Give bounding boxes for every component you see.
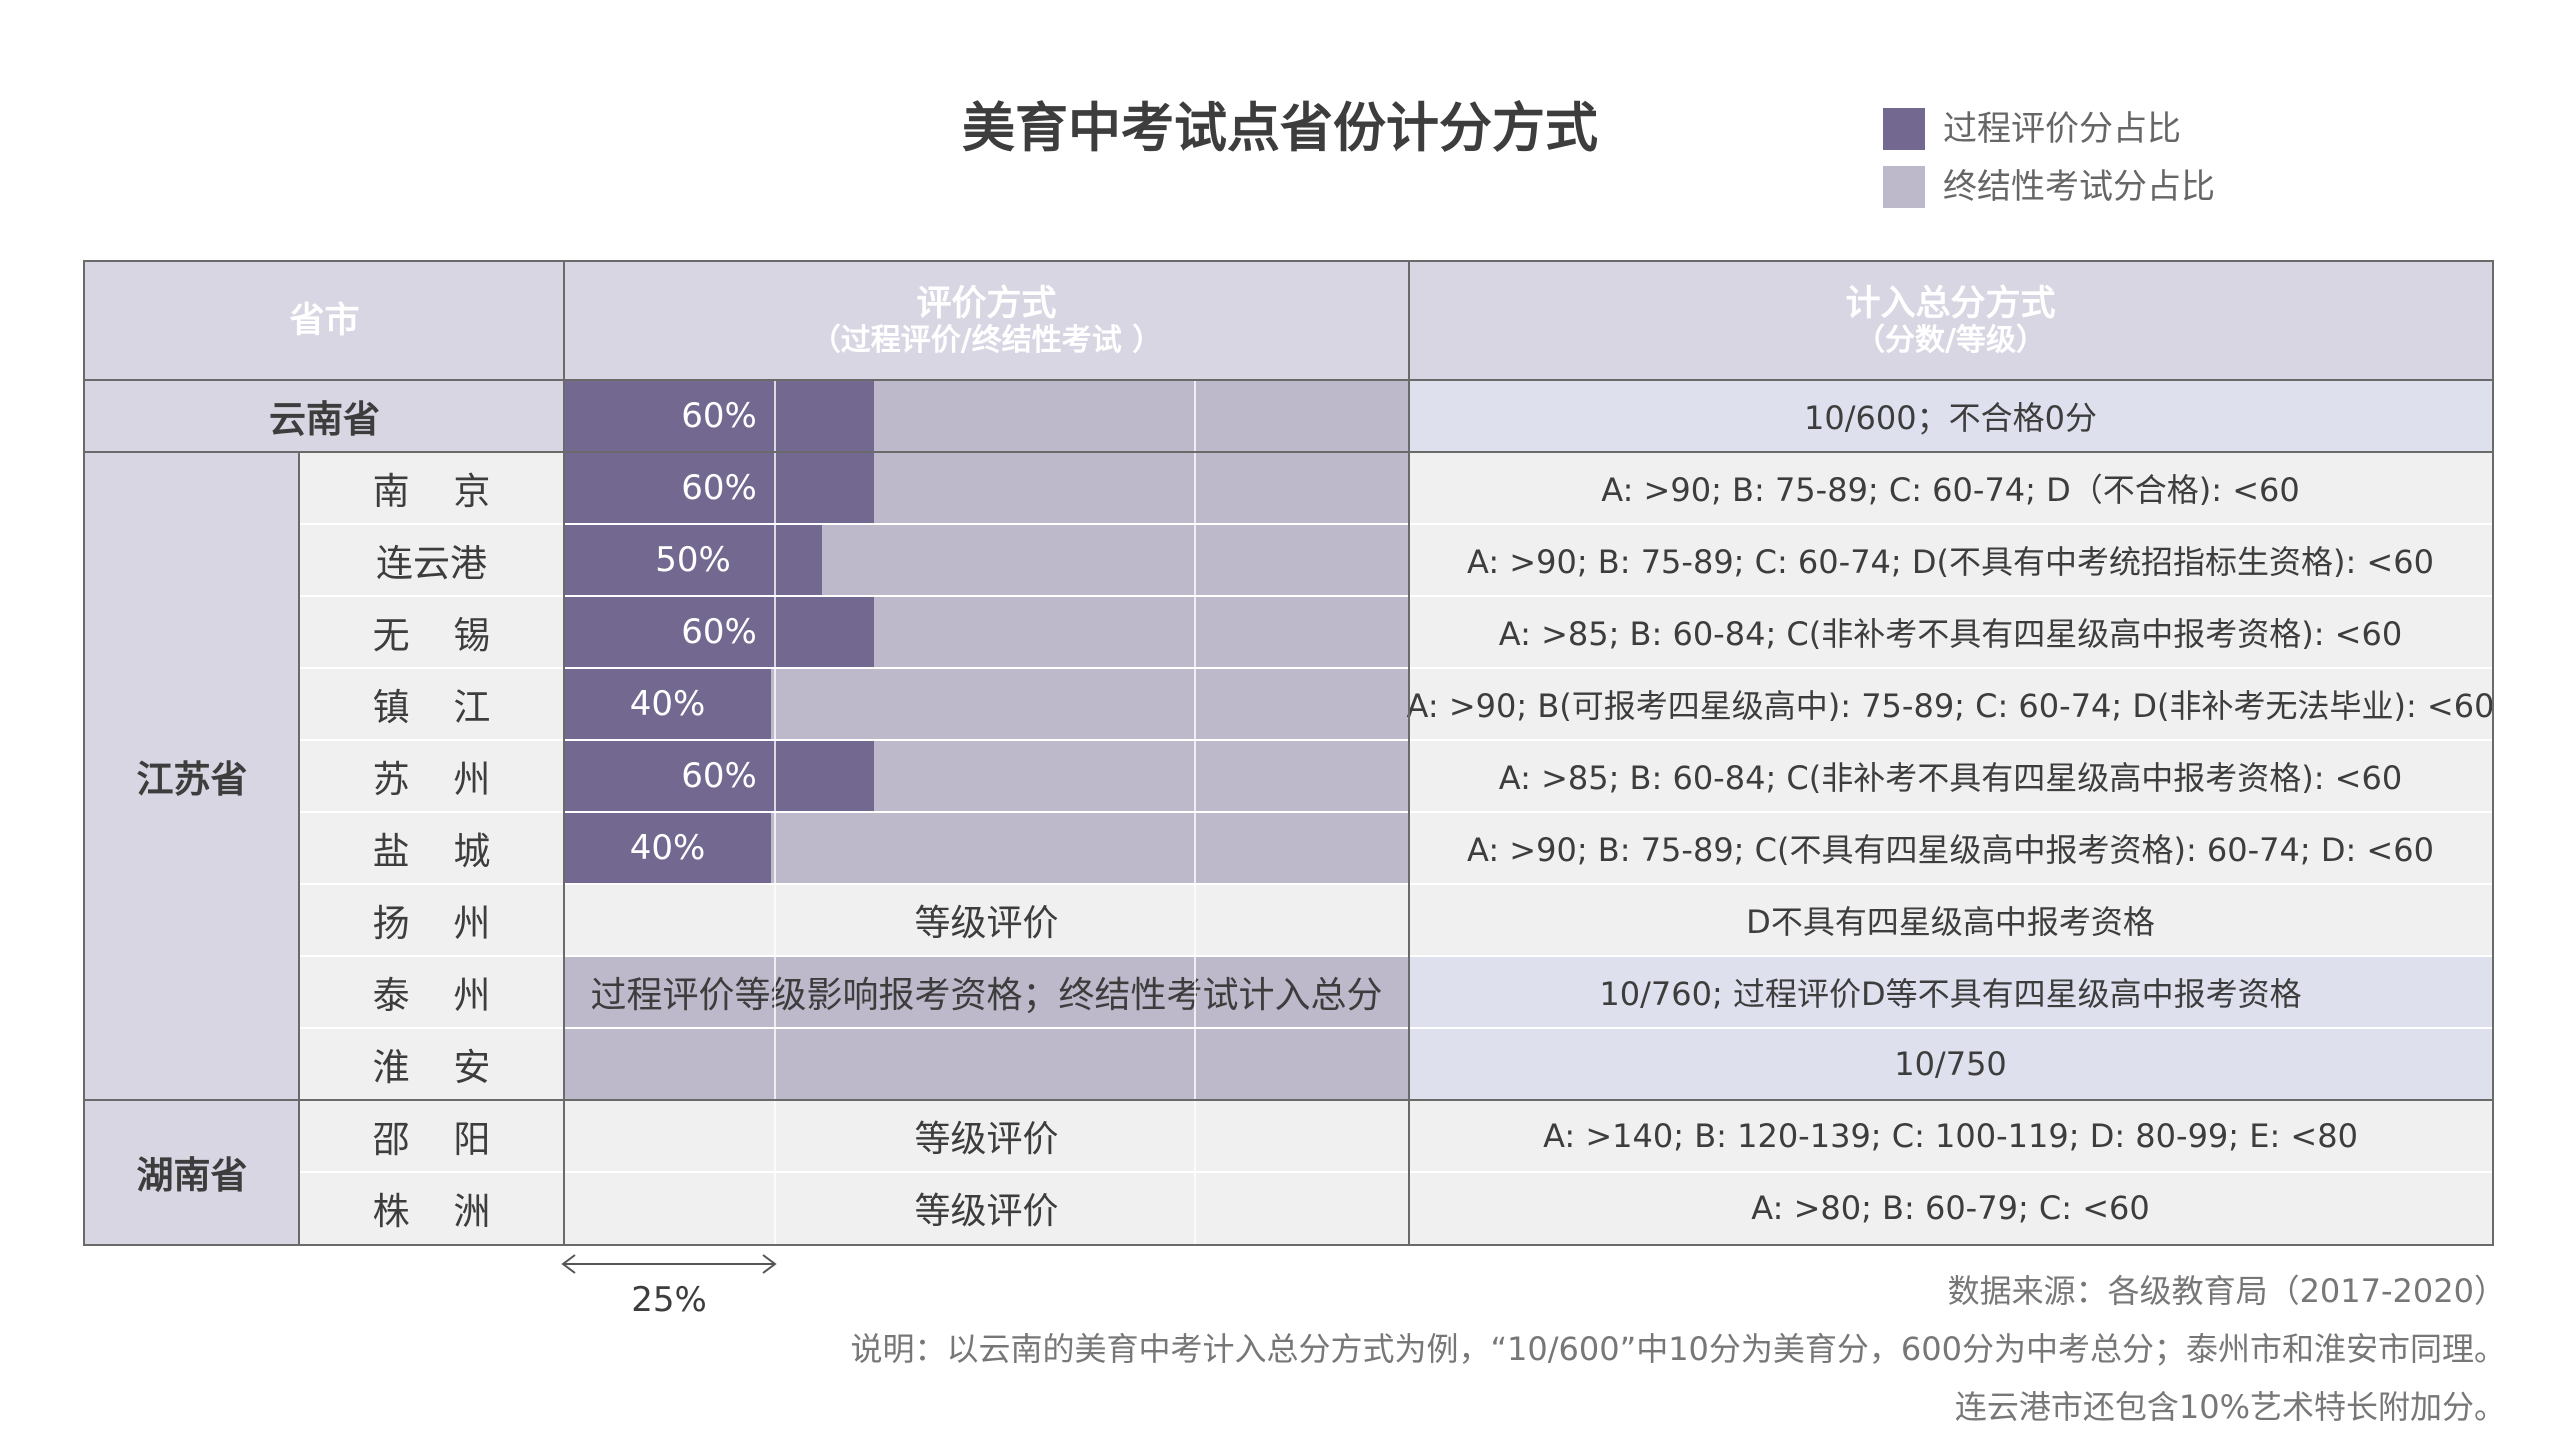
bar-track-2: 60%	[564, 452, 1409, 524]
scoring-4: A: >85; B: 60-84; C(非补考不具有四星级高中报考资格): <6…	[1409, 596, 2492, 668]
row-divider	[299, 523, 2492, 525]
header-evaluation-main: 评价方式	[916, 283, 1057, 324]
bar-process-4	[564, 596, 874, 668]
source-note: 数据来源：各级教育局（2017-2020）	[1947, 1272, 2506, 1310]
gridline	[774, 380, 776, 1244]
scoring-11: A: >140; B: 120-139; C: 100-119; D: 80-9…	[1409, 1100, 2492, 1172]
explain-note: 说明：以云南的美育中考计入总分方式为例，“10/600”中10分为美育分，600…	[850, 1330, 2506, 1368]
bar-process-1	[564, 380, 874, 452]
section-divider	[85, 1099, 2492, 1101]
scoring-7: A: >90; B: 75-89; C(不具有四星级高中报考资格): 60-74…	[1409, 812, 2492, 884]
bar-track-1: 60%	[564, 380, 1409, 452]
scoring-8: D不具有四星级高中报考资格	[1409, 884, 2492, 956]
column-divider	[563, 262, 565, 1244]
scale-marker: 25%	[561, 1250, 777, 1320]
city-2: 南 京	[299, 452, 564, 524]
bar-label-2: 60%	[681, 468, 757, 508]
extra-note: 连云港市还包含10%艺术特长附加分。	[1954, 1388, 2506, 1426]
chart-title: 美育中考试点省份计分方式	[962, 98, 1598, 159]
scoring-table: 省市 评价方式 （过程评价/终结性考试 ）计入总分方式 （分数/等级） 云南省 江苏省 湖南…	[83, 260, 2494, 1246]
row-divider	[299, 1027, 2492, 1029]
bar-process-2	[564, 452, 874, 524]
bar-process-6	[564, 740, 874, 812]
city-11: 邵 阳	[299, 1100, 564, 1172]
section-divider	[85, 379, 2492, 381]
column-divider	[298, 452, 300, 1244]
evaluation-text-12: 等级评价	[564, 1172, 1409, 1244]
city-9: 泰 州	[299, 956, 564, 1028]
legend-label-2: 终结性考试分占比	[1943, 167, 2215, 207]
city-5: 镇 江	[299, 668, 564, 740]
row-divider	[299, 1171, 2492, 1173]
province-1: 云南省	[85, 380, 564, 452]
bar-process-7	[564, 812, 771, 884]
bar-track-6: 60%	[564, 740, 1409, 812]
city-4: 无 锡	[299, 596, 564, 668]
header-evaluation: 评价方式 （过程评价/终结性考试 ）	[564, 262, 1409, 380]
bar-process-3	[564, 524, 822, 596]
bar-process-5	[564, 668, 771, 740]
province-3: 湖南省	[85, 1100, 299, 1244]
scale-label: 25%	[631, 1280, 707, 1320]
evaluation-text-11: 等级评价	[564, 1100, 1409, 1172]
bar-track-5: 40%	[564, 668, 1409, 740]
scoring-6: A: >85; B: 60-84; C(非补考不具有四星级高中报考资格): <6…	[1409, 740, 2492, 812]
header-scoring: 计入总分方式 （分数/等级）	[1409, 262, 2492, 380]
bar-track-7: 40%	[564, 812, 1409, 884]
city-8: 扬 州	[299, 884, 564, 956]
row-divider	[299, 811, 2492, 813]
section-divider	[85, 451, 2492, 453]
bar-label-5: 40%	[629, 684, 706, 724]
bar-label-1: 60%	[681, 396, 757, 436]
legend-label-1: 过程评价分占比	[1943, 109, 2181, 149]
legend-swatch-1	[1883, 108, 1925, 150]
row-divider	[299, 667, 2492, 669]
bar-track-3: 50%	[564, 524, 1409, 596]
bar-label-4: 60%	[681, 612, 757, 652]
scale-arrow	[561, 1254, 777, 1274]
scoring-12: A: >80; B: 60-79; C: <60	[1409, 1172, 2492, 1244]
scoring-10: 10/750	[1409, 1028, 2492, 1100]
row-divider	[299, 739, 2492, 741]
legend-swatch-2	[1883, 166, 1925, 208]
evaluation-text-8: 等级评价	[564, 884, 1409, 956]
scoring-3: A: >90; B: 75-89; C: 60-74; D(不具有中考统招指标生…	[1409, 524, 2492, 596]
city-12: 株 洲	[299, 1172, 564, 1244]
bar-label-7: 40%	[629, 828, 706, 868]
header-scoring-sub: （分数/等级）	[1855, 322, 2046, 358]
header-scoring-main: 计入总分方式	[1845, 283, 2056, 324]
bar-label-6: 60%	[681, 756, 757, 796]
scoring-5: A: >90; B(可报考四星级高中): 75-89; C: 60-74; D(…	[1407, 668, 2492, 740]
evaluation-text-9: 过程评价等级影响报考资格；终结性考试计入总分	[564, 956, 1409, 1028]
column-divider	[1408, 262, 1410, 1244]
bar-track-4: 60%	[564, 596, 1409, 668]
province-2: 江苏省	[85, 452, 299, 1100]
city-10: 淮 安	[299, 1028, 564, 1100]
city-3: 连云港	[299, 524, 564, 596]
scoring-1: 10/600；不合格0分	[1409, 380, 2492, 452]
row-divider	[299, 595, 2492, 597]
row-divider	[299, 955, 2492, 957]
city-7: 盐 城	[299, 812, 564, 884]
evaluation-text-10	[564, 1028, 1409, 1100]
scoring-9: 10/760; 过程评价D等不具有四星级高中报考资格	[1409, 956, 2492, 1028]
row-divider	[299, 883, 2492, 885]
gridline	[1194, 380, 1196, 1244]
header-evaluation-sub: （过程评价/终结性考试 ）	[810, 322, 1163, 358]
city-6: 苏 州	[299, 740, 564, 812]
bar-label-3: 50%	[655, 540, 731, 580]
scoring-2: A: >90; B: 75-89; C: 60-74; D（不合格): <60	[1409, 452, 2492, 524]
header-province: 省市	[85, 262, 564, 380]
